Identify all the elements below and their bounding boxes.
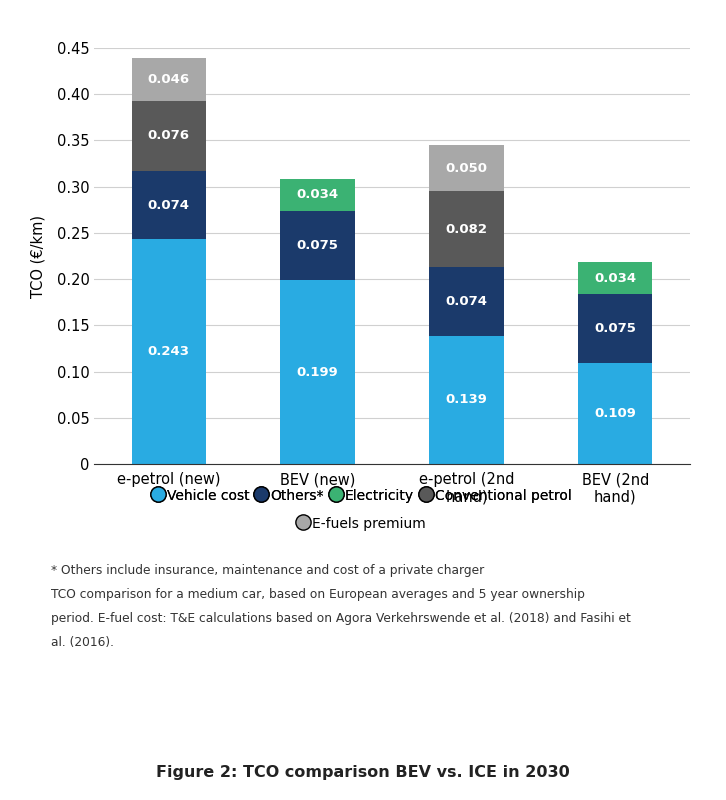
Text: al. (2016).: al. (2016). bbox=[51, 636, 114, 649]
Bar bbox=[280, 280, 355, 464]
Text: period. E-fuel cost: T&E calculations based on Agora Verkehrswende et al. (2018): period. E-fuel cost: T&E calculations ba… bbox=[51, 612, 631, 625]
Text: 0.050: 0.050 bbox=[446, 162, 487, 174]
Bar bbox=[131, 101, 206, 171]
Text: 0.082: 0.082 bbox=[446, 222, 487, 236]
Bar bbox=[429, 191, 504, 267]
Text: 0.074: 0.074 bbox=[446, 294, 487, 308]
Text: 0.139: 0.139 bbox=[446, 394, 487, 406]
Text: 0.075: 0.075 bbox=[297, 239, 338, 252]
Text: 0.046: 0.046 bbox=[147, 73, 190, 86]
Bar bbox=[429, 145, 504, 191]
Text: 0.243: 0.243 bbox=[148, 345, 189, 358]
Text: 0.075: 0.075 bbox=[595, 322, 636, 335]
Bar bbox=[280, 210, 355, 280]
Text: 0.076: 0.076 bbox=[148, 130, 189, 142]
Bar bbox=[429, 267, 504, 335]
Bar bbox=[131, 239, 206, 464]
Bar bbox=[578, 363, 653, 464]
Bar bbox=[280, 179, 355, 210]
Bar bbox=[131, 171, 206, 239]
Text: * Others include insurance, maintenance and cost of a private charger: * Others include insurance, maintenance … bbox=[51, 564, 484, 577]
Text: 0.034: 0.034 bbox=[296, 189, 339, 202]
Text: TCO comparison for a medium car, based on European averages and 5 year ownership: TCO comparison for a medium car, based o… bbox=[51, 588, 584, 601]
Bar bbox=[578, 294, 653, 363]
Text: 0.074: 0.074 bbox=[148, 198, 189, 212]
Bar bbox=[578, 262, 653, 294]
Bar bbox=[429, 335, 504, 464]
Legend: Vehicle cost, Others*, Electricity, Conventional petrol: Vehicle cost, Others*, Electricity, Conv… bbox=[149, 483, 577, 509]
Text: 0.199: 0.199 bbox=[297, 366, 338, 378]
Text: Figure 2: TCO comparison BEV vs. ICE in 2030: Figure 2: TCO comparison BEV vs. ICE in … bbox=[156, 765, 570, 780]
Y-axis label: TCO (€/km): TCO (€/km) bbox=[30, 214, 46, 298]
Bar bbox=[131, 58, 206, 101]
Text: 0.109: 0.109 bbox=[595, 407, 636, 420]
Legend: E-fuels premium: E-fuels premium bbox=[294, 511, 432, 537]
Text: 0.034: 0.034 bbox=[594, 272, 637, 285]
